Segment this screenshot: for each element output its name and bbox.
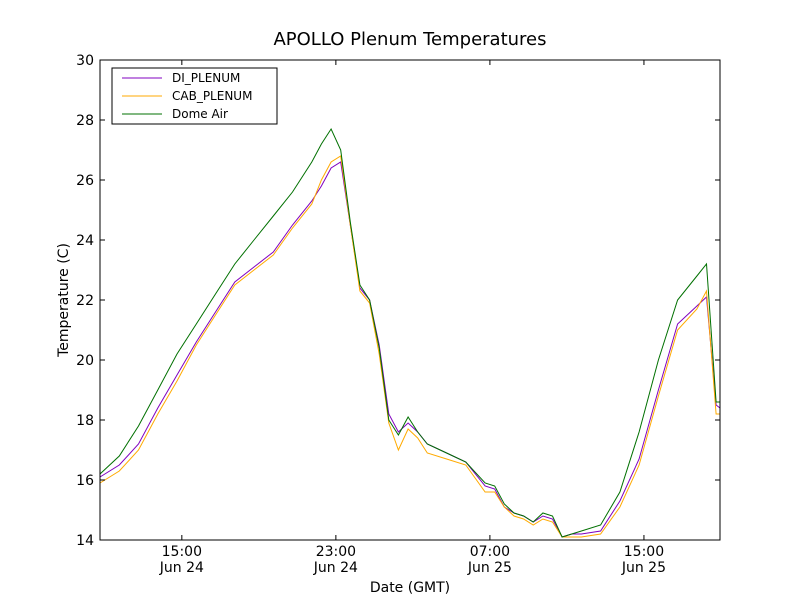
legend-label-dome-air: Dome Air: [172, 107, 228, 121]
legend: DI_PLENUM CAB_PLENUM Dome Air: [111, 67, 278, 125]
series-line-cab-plenum: [99, 155, 720, 538]
x-tick-label-time: 07:00: [470, 544, 510, 560]
series-layer: [99, 127, 721, 538]
y-tick-label: 22: [76, 293, 94, 309]
x-tick-label-date: Jun 24: [313, 560, 358, 576]
y-axis: 14 16 18 20 22 24 26 28 30: [76, 53, 720, 549]
y-tick-label: 30: [76, 53, 94, 69]
x-tick-label-time: 15:00: [624, 544, 664, 560]
y-tick-label: 28: [76, 113, 94, 129]
x-tick-label-time: 23:00: [316, 544, 356, 560]
legend-label-di-plenum: DI_PLENUM: [172, 71, 240, 85]
x-tick-label-date: Jun 24: [159, 560, 204, 576]
x-tick-label-time: 15:00: [162, 544, 202, 560]
y-tick-label: 16: [76, 473, 94, 489]
x-tick-label-date: Jun 25: [467, 560, 512, 576]
y-tick-label: 20: [76, 353, 94, 369]
y-tick-label: 18: [76, 413, 94, 429]
series-line-dome-air: [99, 127, 720, 538]
x-axis-label: Date (GMT): [370, 580, 450, 596]
y-tick-label: 14: [76, 533, 94, 549]
chart-title: APOLLO Plenum Temperatures: [273, 29, 546, 50]
x-tick-label-date: Jun 25: [621, 560, 666, 576]
y-tick-label: 24: [76, 233, 94, 249]
y-tick-label: 26: [76, 173, 94, 189]
legend-label-cab-plenum: CAB_PLENUM: [172, 89, 252, 103]
y-axis-label: Temperature (C): [56, 243, 72, 358]
